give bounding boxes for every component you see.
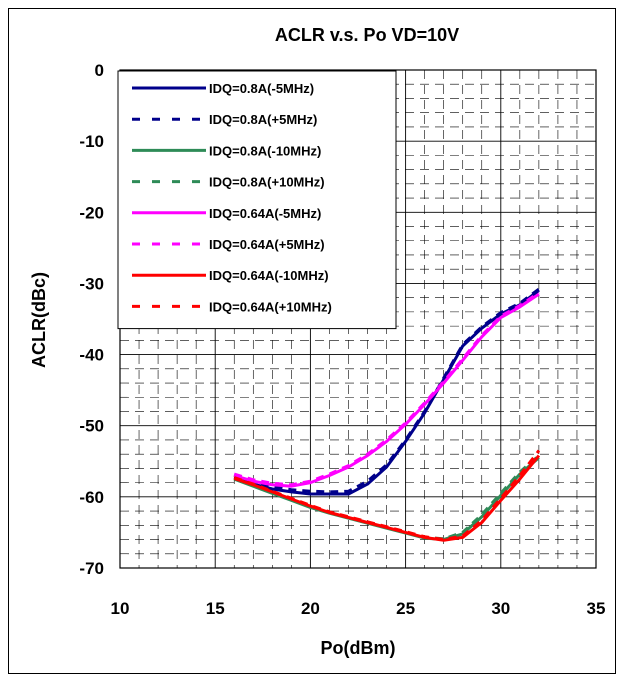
series-layer [233, 287, 541, 542]
legend-label: IDQ=0.64A(-5MHz) [209, 206, 321, 221]
chart-title: ACLR v.s. Po VD=10V [275, 25, 459, 45]
x-axis-label: Po(dBm) [321, 638, 396, 658]
series-line [233, 287, 540, 494]
legend-label: IDQ=0.8A(-5MHz) [209, 81, 314, 96]
x-tick-labels: 10 15 20 25 30 35 [111, 599, 606, 618]
y-tick-label: -70 [79, 559, 104, 578]
legend-box [117, 70, 397, 330]
x-tick-label: 25 [396, 599, 415, 618]
y-tick-label: -50 [79, 417, 104, 436]
legend-label: IDQ=0.64A(+10MHz) [209, 299, 332, 314]
legend-label: IDQ=0.64A(-10MHz) [209, 268, 329, 283]
y-axis-label: ACLR(dBc) [29, 272, 49, 368]
series-line [233, 291, 540, 487]
x-tick-label: 30 [491, 599, 510, 618]
x-tick-label: 20 [301, 599, 320, 618]
legend-label: IDQ=0.8A(+5MHz) [209, 112, 317, 127]
legend-label: IDQ=0.8A(-10MHz) [209, 143, 321, 158]
y-tick-label: -30 [79, 274, 104, 293]
y-tick-label: -40 [79, 346, 104, 365]
y-tick-label: -60 [79, 488, 104, 507]
legend-label: IDQ=0.8A(+10MHz) [209, 175, 325, 190]
series-line [233, 449, 541, 541]
chart-frame [8, 8, 616, 674]
y-tick-labels: 0 -10 -20 -30 -40 -50 -60 -70 [79, 61, 104, 578]
x-tick-label: 15 [206, 599, 225, 618]
legend-label: IDQ=0.64A(+5MHz) [209, 237, 325, 252]
x-tick-label: 35 [587, 599, 606, 618]
y-tick-label: 0 [95, 61, 104, 80]
y-tick-label: -20 [79, 203, 104, 222]
y-tick-label: -10 [79, 132, 104, 151]
legend: IDQ=0.8A(-5MHz) IDQ=0.8A(+5MHz) IDQ=0.8A(-… [117, 70, 397, 330]
x-tick-label: 10 [111, 599, 130, 618]
